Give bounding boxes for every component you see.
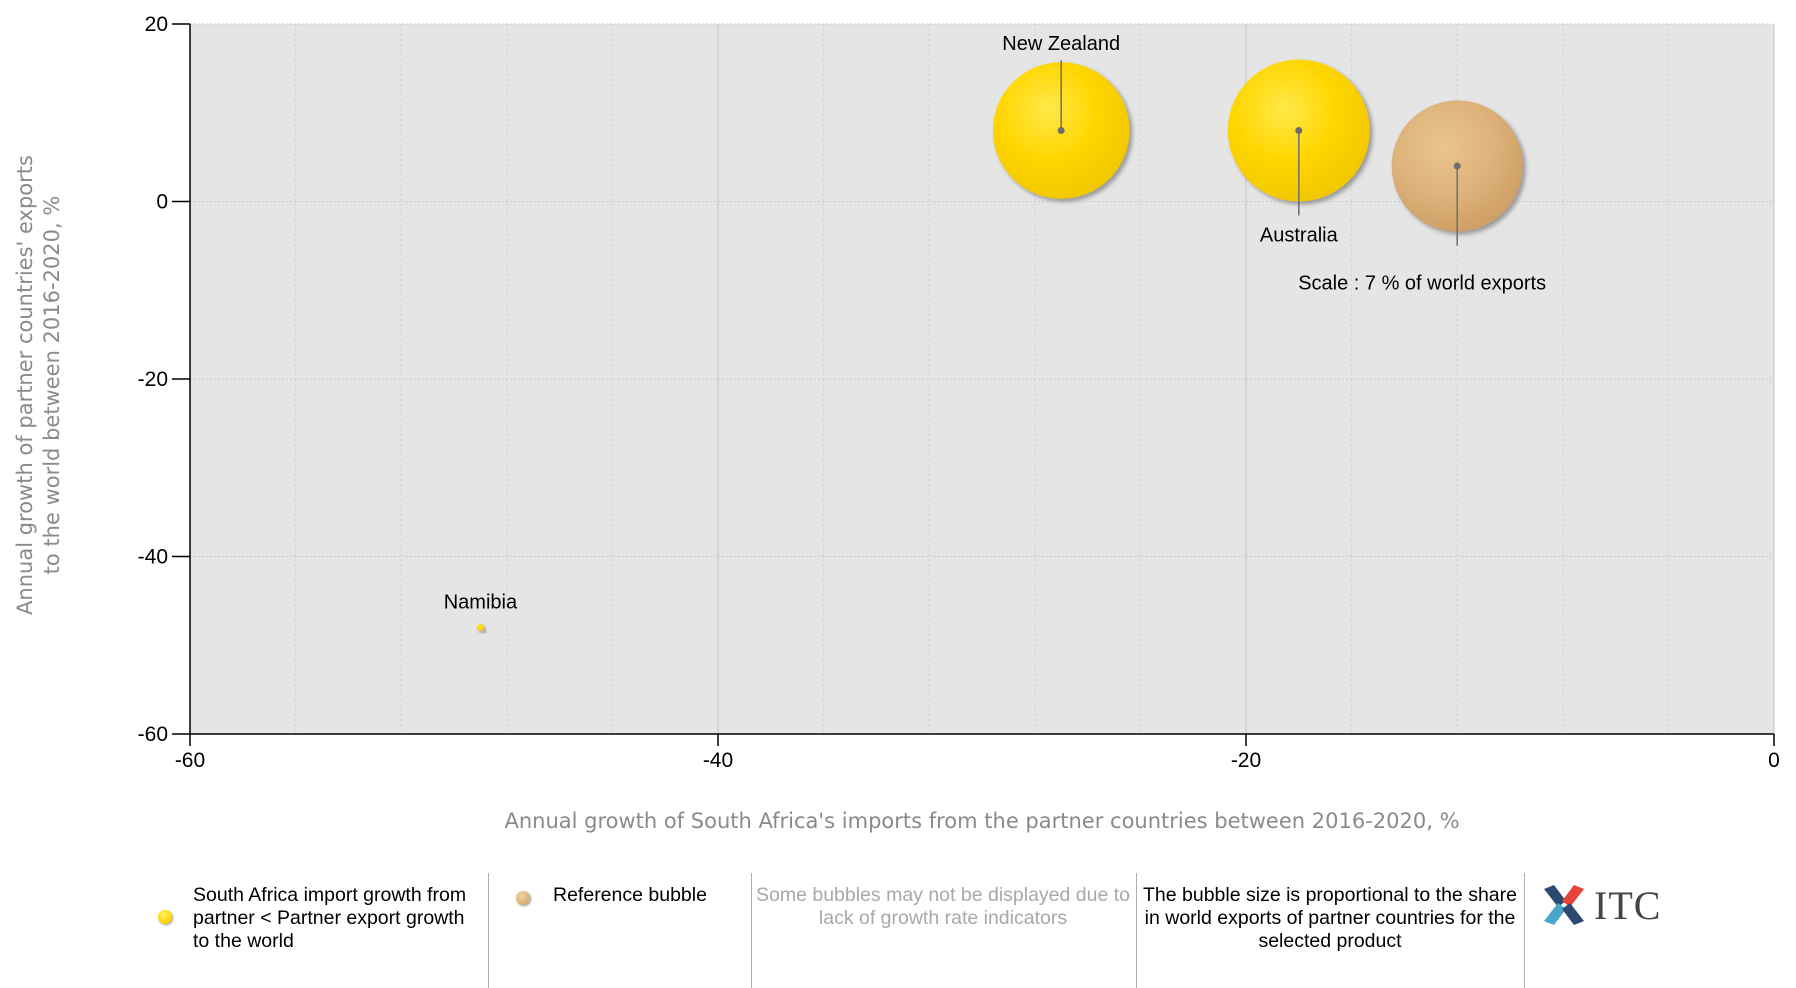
legend-divider: [1524, 873, 1525, 988]
bubble-center-dot: [1057, 127, 1065, 134]
y-tick-label: -40: [138, 546, 168, 569]
y-tick-label: -20: [138, 368, 168, 391]
y-tick-label: 0: [156, 191, 168, 214]
grid-lines: [190, 23, 1775, 734]
legend-item-growth-label: South Africa import growth from partner …: [193, 884, 467, 952]
itc-logo: ITC: [1540, 881, 1661, 929]
tan-bubble-icon: [516, 891, 530, 905]
legend-item-reference: Reference bubble: [500, 873, 890, 988]
axes: 20 0 -20 -40 -60 -60 -40 -20 0: [138, 13, 1780, 772]
x-tick-label: -60: [175, 749, 205, 772]
bubbles: New Zealand Australia Scale : 7 % of world…: [444, 33, 1546, 632]
bubble-label: Scale : 7 % of world exports: [1298, 273, 1546, 295]
y-tick-label: 20: [145, 13, 168, 36]
legend-note-missing-text: Some bubbles may not be displayed due to…: [756, 884, 1130, 929]
x-tick-label: -20: [1231, 749, 1261, 772]
y-axis-title-line2: to the world between 2016-2020, %: [40, 196, 64, 575]
bubble-label: New Zealand: [1002, 33, 1120, 55]
x-tick-label: 0: [1768, 749, 1780, 772]
legend-divider: [1136, 873, 1137, 988]
bubble-chart: 20 0 -20 -40 -60 -60 -40 -20 0 New Zealand Austra…: [13, 13, 1780, 833]
x-tick-label: -40: [703, 749, 733, 772]
legend-note-size: The bubble size is proportional to the s…: [1140, 873, 1520, 988]
itc-logo-icon: [1544, 885, 1584, 925]
legend-item-reference-label: Reference bubble: [553, 884, 707, 906]
legend-divider: [751, 873, 752, 988]
y-axis-title-group: Annual growth of partner countries' expo…: [13, 155, 64, 615]
legend-item-growth: South Africa import growth from partner …: [150, 873, 485, 988]
legend: South Africa import growth from partner …: [150, 873, 1660, 988]
itc-logo-text: ITC: [1594, 882, 1662, 928]
bubble-label: Namibia: [444, 592, 518, 614]
y-axis-title-line1: Annual growth of partner countries' expo…: [13, 155, 37, 615]
bubble-center-dot: [1295, 127, 1303, 134]
yellow-bubble-icon: [158, 910, 172, 924]
y-tick-label: -60: [138, 723, 168, 746]
x-axis-title: Annual growth of South Africa's imports …: [504, 809, 1459, 833]
legend-note-size-text: The bubble size is proportional to the s…: [1143, 884, 1517, 952]
data-bubble: [476, 623, 484, 632]
bubble-center-dot: [1453, 162, 1461, 170]
legend-note-missing: Some bubbles may not be displayed due to…: [756, 873, 1130, 988]
bubble-label: Australia: [1260, 225, 1339, 247]
legend-divider: [488, 873, 489, 988]
